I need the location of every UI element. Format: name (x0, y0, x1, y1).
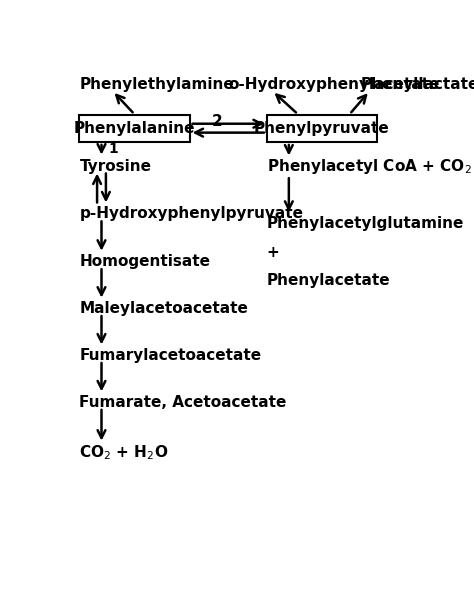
Text: Homogentisate: Homogentisate (80, 254, 210, 269)
FancyBboxPatch shape (267, 115, 377, 142)
Text: Phenylacetyl CoA + CO$_2$: Phenylacetyl CoA + CO$_2$ (267, 157, 472, 177)
Text: Phenylacetylglutamine: Phenylacetylglutamine (267, 216, 464, 231)
Text: Maleylacetoacetate: Maleylacetoacetate (80, 301, 248, 316)
Text: p-Hydroxyphenylpyruvate: p-Hydroxyphenylpyruvate (80, 206, 303, 221)
Text: Phenylethylamine: Phenylethylamine (80, 77, 234, 93)
Text: Phenylalanine: Phenylalanine (74, 121, 195, 136)
Text: 1: 1 (108, 142, 118, 156)
Text: Phenylpyruvate: Phenylpyruvate (254, 121, 390, 136)
Text: CO$_2$ + H$_2$O: CO$_2$ + H$_2$O (80, 443, 169, 462)
Text: Phenylacetate: Phenylacetate (267, 273, 391, 288)
Text: Fumarylacetoacetate: Fumarylacetoacetate (80, 348, 262, 363)
Text: Phenyllactate: Phenyllactate (360, 77, 474, 93)
FancyBboxPatch shape (80, 115, 190, 142)
Text: Fumarate, Acetoacetate: Fumarate, Acetoacetate (80, 395, 287, 410)
Text: o-Hydroxyphenylacetate: o-Hydroxyphenylacetate (228, 77, 439, 93)
Text: Tyrosine: Tyrosine (80, 160, 152, 174)
Text: +: + (267, 245, 280, 259)
Text: 2: 2 (212, 114, 223, 129)
